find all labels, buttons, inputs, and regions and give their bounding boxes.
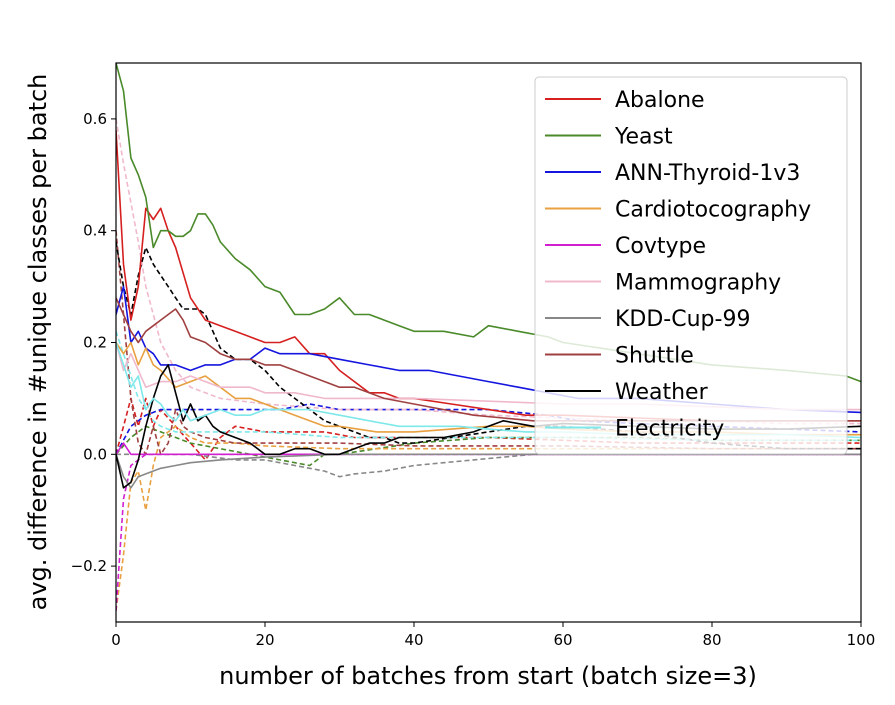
y-tick-label: 0.2	[83, 334, 107, 352]
y-tick-label: 0.0	[83, 445, 107, 463]
legend-label-cardiotocography: Cardiotocography	[615, 198, 811, 223]
series-line-kdd-cup-99-dashed	[116, 453, 861, 478]
legend-label-mammography: Mammography	[615, 271, 781, 296]
x-tick-label: 60	[553, 631, 572, 649]
legend-box	[534, 76, 848, 455]
series-line-electricity-dashed	[116, 331, 861, 442]
series-layer	[116, 63, 861, 611]
legend: Abalone Yeast ANN-Thyroid-1v3 Cardiotocogra…	[534, 76, 848, 455]
legend-label-weather: Weather	[615, 380, 709, 405]
legend-label-yeast: Yeast	[614, 125, 673, 150]
y-tick-label: −0.2	[71, 557, 107, 575]
x-tick-label: 40	[404, 631, 423, 649]
series-line-cardiotocography-dashed	[116, 425, 861, 611]
legend-label-kdd-cup-99: KDD-Cup-99	[615, 307, 750, 332]
series-line-kdd-cup-99	[116, 453, 861, 489]
series-line-covtype-dashed	[116, 453, 861, 611]
legend-label-ann-thyroid-1v3: ANN-Thyroid-1v3	[615, 161, 800, 186]
series-line-abalone	[116, 130, 861, 422]
legend-label-electricity: Electricity	[615, 417, 724, 442]
legend-label-covtype: Covtype	[615, 234, 706, 259]
x-tick-label: 80	[702, 631, 721, 649]
y-tick-label: 0.4	[83, 222, 107, 240]
series-line-shuttle-dashed	[116, 230, 861, 456]
legend-label-abalone: Abalone	[615, 88, 705, 113]
x-tick-label: 0	[111, 631, 121, 649]
series-line-weather-dashed	[116, 241, 861, 450]
x-tick-label: 20	[255, 631, 274, 649]
x-axis-ticks: 0 20 40 60 80 100	[111, 622, 875, 649]
y-axis-ticks: −0.2 0.0 0.2 0.4 0.6	[71, 110, 116, 575]
legend-label-shuttle: Shuttle	[615, 344, 694, 369]
series-line-shuttle	[116, 297, 861, 422]
x-axis-label: number of batches from start (batch size…	[219, 662, 757, 690]
y-axis-label: avg. difference in #unique classes per b…	[24, 74, 52, 611]
x-tick-label: 100	[847, 631, 876, 649]
y-tick-label: 0.6	[83, 110, 107, 128]
series-line-weather	[116, 364, 861, 489]
series-line-electricity	[116, 342, 861, 439]
